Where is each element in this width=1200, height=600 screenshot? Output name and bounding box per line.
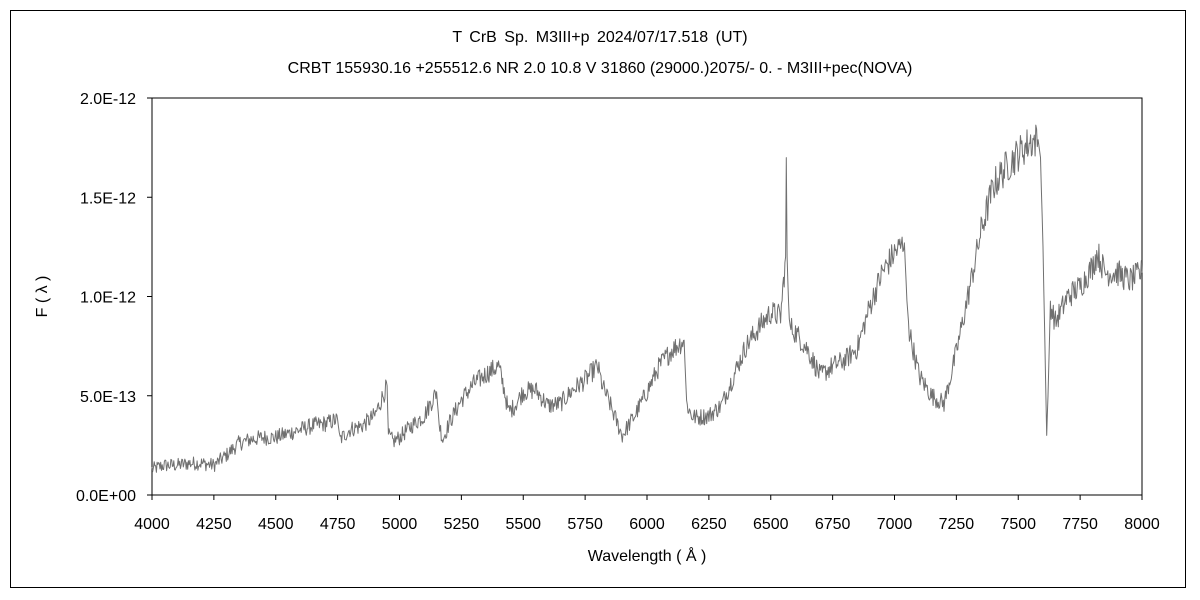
x-tick-label: 4250 bbox=[196, 516, 232, 533]
y-tick-label: 1.5E-12 bbox=[80, 190, 136, 207]
chart-frame bbox=[10, 10, 1186, 588]
x-tick-label: 6750 bbox=[815, 516, 851, 533]
x-tick-label: 5750 bbox=[567, 516, 603, 533]
x-tick-label: 7000 bbox=[877, 516, 913, 533]
x-tick-label: 6250 bbox=[691, 516, 727, 533]
x-axis-label: Wavelength ( Å ) bbox=[588, 546, 707, 565]
x-tick-label: 5500 bbox=[505, 516, 541, 533]
chart-title: T CrB Sp. M3III+p 2024/07/17.518 (UT) bbox=[452, 29, 748, 46]
plot-area bbox=[151, 97, 1143, 496]
x-tick-label: 6500 bbox=[753, 516, 789, 533]
x-tick-label: 4750 bbox=[320, 516, 356, 533]
y-tick-label: 5.0E-13 bbox=[80, 389, 136, 406]
x-tick-label: 4500 bbox=[258, 516, 294, 533]
x-tick-label: 7750 bbox=[1062, 516, 1098, 533]
x-tick-label: 6000 bbox=[629, 516, 665, 533]
x-tick-label: 5250 bbox=[444, 516, 480, 533]
spectrum-line-0 bbox=[151, 124, 1143, 473]
y-tick-label: 1.0E-12 bbox=[80, 290, 136, 307]
x-tick-label: 4000 bbox=[134, 516, 170, 533]
y-tick-label: 0.0E+00 bbox=[76, 488, 136, 505]
y-tick-label: 2.0E-12 bbox=[80, 91, 136, 108]
x-tick-label: 5000 bbox=[382, 516, 418, 533]
chart-subtitle: CRBT 155930.16 +255512.6 NR 2.0 10.8 V 3… bbox=[287, 60, 913, 77]
x-tick-label: 8000 bbox=[1124, 516, 1160, 533]
y-axis-label: F ( λ ) bbox=[34, 276, 51, 318]
x-tick-label: 7250 bbox=[939, 516, 975, 533]
x-tick-label: 7500 bbox=[1000, 516, 1036, 533]
